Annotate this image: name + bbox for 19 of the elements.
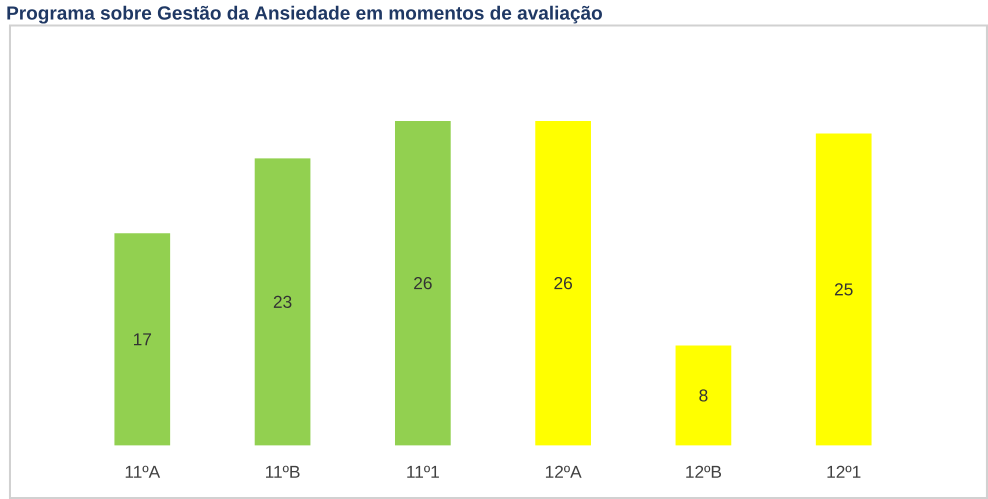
- x-tick-label: 12º1: [827, 466, 860, 478]
- data-label: 25: [834, 283, 853, 296]
- bar: [254, 158, 310, 446]
- x-tick-label: 12ºB: [686, 466, 722, 478]
- data-label: 26: [554, 277, 572, 290]
- bar: [676, 345, 732, 446]
- x-tick-label: 11ºA: [126, 466, 160, 478]
- data-label: 17: [134, 333, 152, 346]
- bar: [394, 120, 451, 446]
- x-tick-label: 11ºB: [266, 466, 300, 478]
- chart-title: Programa sobre Gestão da Ansiedade em momentos de avaliação: [7, 6, 602, 24]
- bar: [535, 120, 591, 446]
- x-tick-label: 11º1: [407, 466, 439, 478]
- data-label: 23: [274, 296, 292, 308]
- data-label: 26: [414, 277, 432, 290]
- bar: [114, 233, 170, 446]
- bar: [816, 133, 872, 446]
- x-tick-label: 12ºA: [546, 466, 582, 478]
- data-label: 8: [699, 389, 708, 402]
